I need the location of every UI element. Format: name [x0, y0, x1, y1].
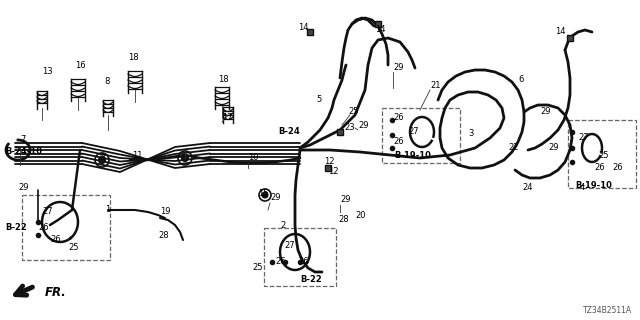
Text: 13: 13 — [42, 68, 52, 76]
Text: 25: 25 — [252, 263, 262, 273]
Text: 22: 22 — [508, 143, 518, 153]
Text: 16: 16 — [75, 60, 86, 69]
Text: 18: 18 — [128, 53, 139, 62]
Text: 1: 1 — [105, 205, 110, 214]
Text: B-24-10: B-24-10 — [5, 148, 42, 156]
Text: 14: 14 — [555, 28, 566, 36]
Text: 14: 14 — [298, 23, 308, 33]
Text: 29: 29 — [540, 108, 550, 116]
Text: B-24: B-24 — [278, 127, 300, 137]
Text: 3: 3 — [468, 129, 474, 138]
Circle shape — [182, 155, 189, 162]
Text: B-19-10: B-19-10 — [394, 150, 431, 159]
Text: 5: 5 — [316, 95, 321, 105]
Text: 8: 8 — [104, 77, 109, 86]
Text: TZ34B2511A: TZ34B2511A — [583, 306, 632, 315]
Text: 29: 29 — [18, 183, 29, 193]
Text: 27: 27 — [284, 241, 294, 250]
Text: 27: 27 — [42, 207, 52, 217]
Text: 20: 20 — [355, 211, 365, 220]
Text: 25: 25 — [68, 244, 79, 252]
Text: 2: 2 — [280, 220, 285, 229]
Text: 29: 29 — [393, 63, 403, 73]
Text: 26: 26 — [612, 164, 623, 172]
Text: 24: 24 — [522, 183, 532, 193]
Text: 27: 27 — [408, 127, 419, 137]
Text: 15: 15 — [258, 188, 269, 197]
Text: 4: 4 — [580, 183, 585, 193]
Text: 28: 28 — [158, 230, 168, 239]
Circle shape — [262, 192, 268, 198]
Text: 26: 26 — [393, 114, 404, 123]
Text: 25: 25 — [348, 108, 358, 116]
Text: 26: 26 — [594, 164, 605, 172]
Text: 29: 29 — [270, 194, 280, 203]
Text: 10: 10 — [248, 154, 259, 163]
Text: 26: 26 — [393, 138, 404, 147]
Text: 21: 21 — [430, 81, 440, 90]
Text: 27: 27 — [578, 133, 589, 142]
Text: 18: 18 — [218, 76, 228, 84]
Text: 28: 28 — [338, 215, 349, 225]
Text: 6: 6 — [518, 76, 524, 84]
Text: 12: 12 — [324, 157, 335, 166]
Text: 29: 29 — [548, 143, 559, 153]
Bar — [22, 195, 110, 260]
Text: 26: 26 — [50, 236, 61, 244]
Text: 26: 26 — [275, 258, 285, 267]
Text: 29: 29 — [358, 121, 369, 130]
Bar — [382, 108, 460, 163]
Text: 19: 19 — [160, 207, 170, 217]
Circle shape — [99, 156, 106, 164]
Text: 23: 23 — [344, 124, 355, 132]
Text: 26: 26 — [38, 223, 49, 233]
Text: FR.: FR. — [45, 285, 67, 299]
Text: 17: 17 — [222, 114, 232, 123]
Text: B-22: B-22 — [300, 276, 322, 284]
Text: B-19-10: B-19-10 — [575, 180, 612, 189]
Text: 14: 14 — [375, 26, 385, 35]
Text: 7: 7 — [20, 135, 26, 145]
Text: B-22: B-22 — [5, 223, 27, 233]
Bar — [568, 120, 636, 188]
Text: 12: 12 — [328, 167, 339, 177]
Text: 25: 25 — [598, 150, 609, 159]
Bar — [264, 228, 336, 286]
Text: 26: 26 — [298, 258, 308, 267]
Text: 11: 11 — [132, 150, 143, 159]
Text: 9: 9 — [100, 154, 105, 163]
Text: 29: 29 — [340, 196, 351, 204]
